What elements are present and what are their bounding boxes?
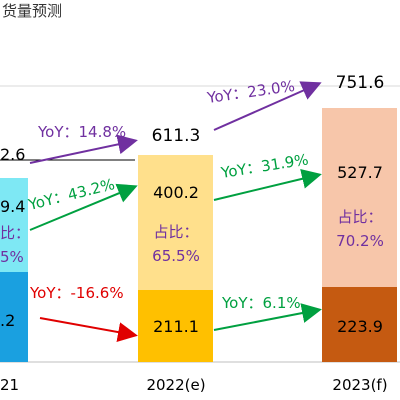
bottom-label-2023: 223.9 [337,317,383,336]
chart-title: 货量预测 [2,2,63,20]
share-label-2023-line2: 70.2% [336,232,384,250]
top-label-2023: 527.7 [337,163,383,182]
bar-2021-bottom-label: .2 [0,311,15,330]
category-label-2023: 2023(f) [332,376,387,394]
yoy-arrow-total-2223 [213,81,322,131]
yoy-label-bottom-2122: YoY：-16.6% [29,284,124,302]
bar-2021-top-label: 9.4 [0,197,25,216]
top-label-2022: 400.2 [153,183,199,202]
bar-2021-share-label-2: 5% [0,248,24,266]
share-label-2022-line1: 占比： [153,223,198,241]
total-label-2023: 751.6 [336,73,385,93]
share-label-2023-line1: 占比： [337,208,382,226]
yoy-arrow-bottom-2223 [213,303,322,331]
yoy-label-top-2122: YoY：43.2% [26,175,117,214]
bar-2021-total-label: 2.6 [0,145,25,164]
share-label-2022-line2: 65.5% [152,247,200,265]
total-label-2022: 611.3 [152,126,201,146]
yoy-label-total-2122: YoY：14.8% [37,123,126,141]
yoy-arrow-total-2122 [29,134,138,164]
category-label-2021: 21 [0,376,19,394]
bar-2022-bottom [138,290,213,362]
yoy-label-bottom-2223: YoY：6.1% [221,294,301,312]
category-label-2022: 2022(e) [146,376,205,394]
bar-2022-top [138,155,213,290]
bar-2021-bottom [0,272,28,362]
yoy-arrow-top-2122 [29,183,138,231]
yoy-label-top-2223: YoY：31.9% [219,150,310,182]
yoy-arrow-top-2223 [213,169,322,201]
bar-2021-top [0,178,28,272]
yoy-label-total-2223: YoY：23.0% [205,77,296,107]
bar-2023-top [322,108,397,287]
bar-2021-share-label-1: 比： [0,224,30,242]
bottom-label-2022: 211.1 [153,317,199,336]
yoy-arrow-bottom-2122 [39,317,138,342]
bar-2023-bottom [322,287,397,362]
